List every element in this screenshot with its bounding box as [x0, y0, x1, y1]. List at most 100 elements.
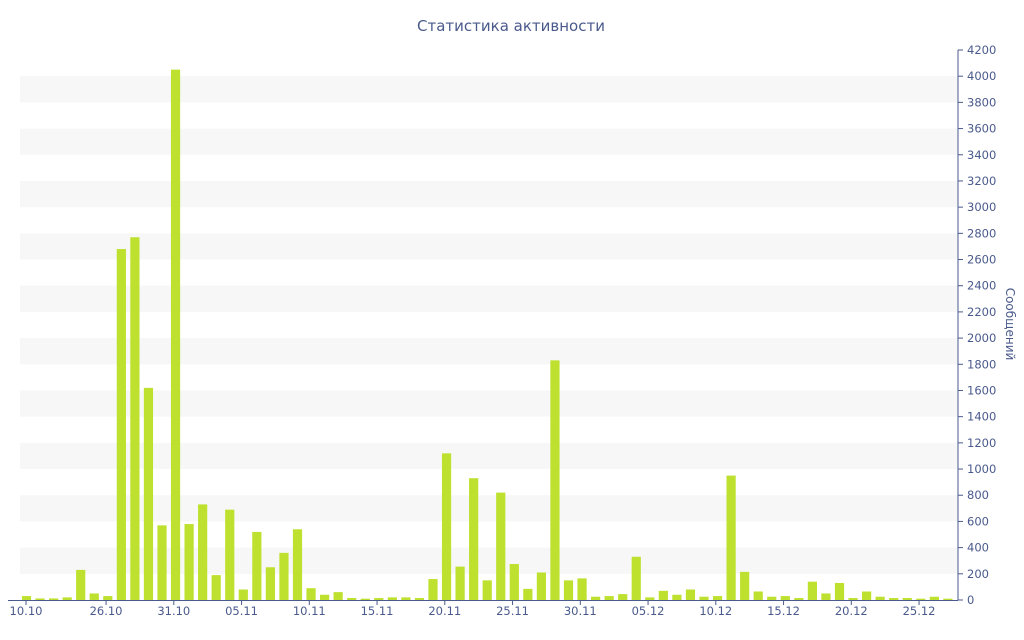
background-band [20, 495, 958, 522]
bar[interactable] [49, 598, 59, 600]
y-axis-ticks: 0 200 400 600 800 1000 1200 1400 1600 1800 2000 220… [958, 43, 996, 607]
bar[interactable] [211, 575, 221, 600]
bar[interactable] [455, 566, 465, 600]
bar[interactable] [469, 478, 479, 600]
bar[interactable] [509, 563, 519, 600]
background-band [20, 76, 958, 103]
bar[interactable] [35, 598, 45, 600]
bar[interactable] [103, 596, 113, 600]
bar[interactable] [577, 578, 587, 600]
bar[interactable] [347, 598, 357, 600]
chart-title: Статистика активности [417, 17, 605, 35]
bar[interactable] [943, 598, 953, 600]
bar[interactable] [360, 598, 370, 600]
x-tick-label: 10.11 [293, 604, 326, 618]
y-tick-label: 3200 [967, 174, 996, 188]
bar[interactable] [740, 571, 750, 600]
bar[interactable] [333, 592, 343, 600]
bar[interactable] [726, 475, 736, 600]
bar[interactable] [563, 580, 574, 600]
bar[interactable] [116, 249, 126, 601]
background-band [20, 128, 958, 155]
bar[interactable] [672, 594, 682, 600]
bar[interactable] [252, 531, 262, 600]
y-tick-label: 3400 [967, 148, 996, 162]
bar[interactable] [699, 596, 709, 600]
bar[interactable] [306, 588, 316, 600]
bar[interactable] [441, 453, 452, 600]
bar[interactable] [780, 596, 790, 600]
bar[interactable] [712, 596, 723, 600]
y-tick-label: 3000 [967, 200, 996, 214]
y-tick-label: 2000 [967, 331, 996, 345]
bar[interactable] [265, 567, 275, 600]
background-band [20, 285, 958, 312]
y-tick-label: 200 [967, 567, 989, 581]
bar[interactable] [523, 588, 533, 600]
bar[interactable] [496, 492, 506, 600]
bar[interactable] [604, 596, 614, 600]
x-axis-ticks: 10.10 26.10 31.10 05.11 10.11 15.11 20.11 25.11… [10, 600, 936, 618]
bar[interactable] [929, 596, 939, 600]
y-tick-label: 3800 [967, 95, 996, 109]
bar[interactable] [170, 69, 181, 600]
bar[interactable] [401, 597, 411, 600]
bar[interactable] [875, 596, 885, 600]
y-tick-label: 2800 [967, 226, 996, 240]
bar[interactable] [76, 569, 86, 600]
bar[interactable] [21, 596, 32, 600]
x-tick-label: 20.12 [835, 604, 868, 618]
bar[interactable] [414, 598, 425, 600]
bar[interactable] [320, 594, 330, 600]
bar[interactable] [550, 360, 560, 600]
bar[interactable] [225, 509, 235, 600]
y-tick-label: 4000 [967, 69, 996, 83]
bar[interactable] [374, 598, 384, 600]
bar[interactable] [157, 525, 167, 600]
bar[interactable] [62, 597, 72, 600]
y-tick-label: 2200 [967, 305, 996, 319]
bar[interactable] [794, 598, 804, 600]
bar[interactable] [645, 597, 655, 600]
bar[interactable] [753, 591, 763, 600]
bar-series [21, 69, 953, 601]
x-tick-label: 15.12 [767, 604, 800, 618]
x-tick-label: 31.10 [157, 604, 190, 618]
y-tick-label: 1200 [967, 436, 996, 450]
bar[interactable] [916, 598, 926, 600]
x-tick-label: 05.11 [225, 604, 258, 618]
bar[interactable] [482, 580, 492, 600]
bar[interactable] [889, 598, 899, 600]
bar[interactable] [536, 572, 546, 601]
bar[interactable] [143, 387, 154, 600]
x-tick-label: 26.10 [90, 604, 123, 618]
bar[interactable] [767, 596, 777, 600]
bar[interactable] [658, 590, 668, 600]
bar[interactable] [821, 593, 831, 600]
bar[interactable] [387, 597, 397, 600]
bar[interactable] [130, 237, 140, 600]
x-tick-label: 15.11 [361, 604, 394, 618]
plot-background-bands [20, 76, 958, 574]
bar[interactable] [292, 529, 303, 600]
y-tick-label: 400 [967, 541, 989, 555]
bar[interactable] [618, 594, 628, 600]
bar[interactable] [848, 598, 858, 600]
bar[interactable] [902, 598, 912, 600]
bar[interactable] [862, 591, 872, 600]
bar[interactable] [198, 504, 208, 600]
bar[interactable] [685, 589, 696, 600]
x-tick-label: 20.11 [428, 604, 461, 618]
bar[interactable] [238, 589, 248, 600]
bar[interactable] [591, 596, 601, 600]
y-tick-label: 1600 [967, 383, 996, 397]
y-tick-label: 1000 [967, 462, 996, 476]
bar[interactable] [807, 581, 817, 600]
bar[interactable] [89, 593, 99, 600]
bar[interactable] [631, 556, 641, 600]
bar[interactable] [184, 524, 194, 600]
bar[interactable] [428, 579, 438, 600]
bar[interactable] [279, 552, 289, 600]
bar[interactable] [834, 582, 845, 600]
